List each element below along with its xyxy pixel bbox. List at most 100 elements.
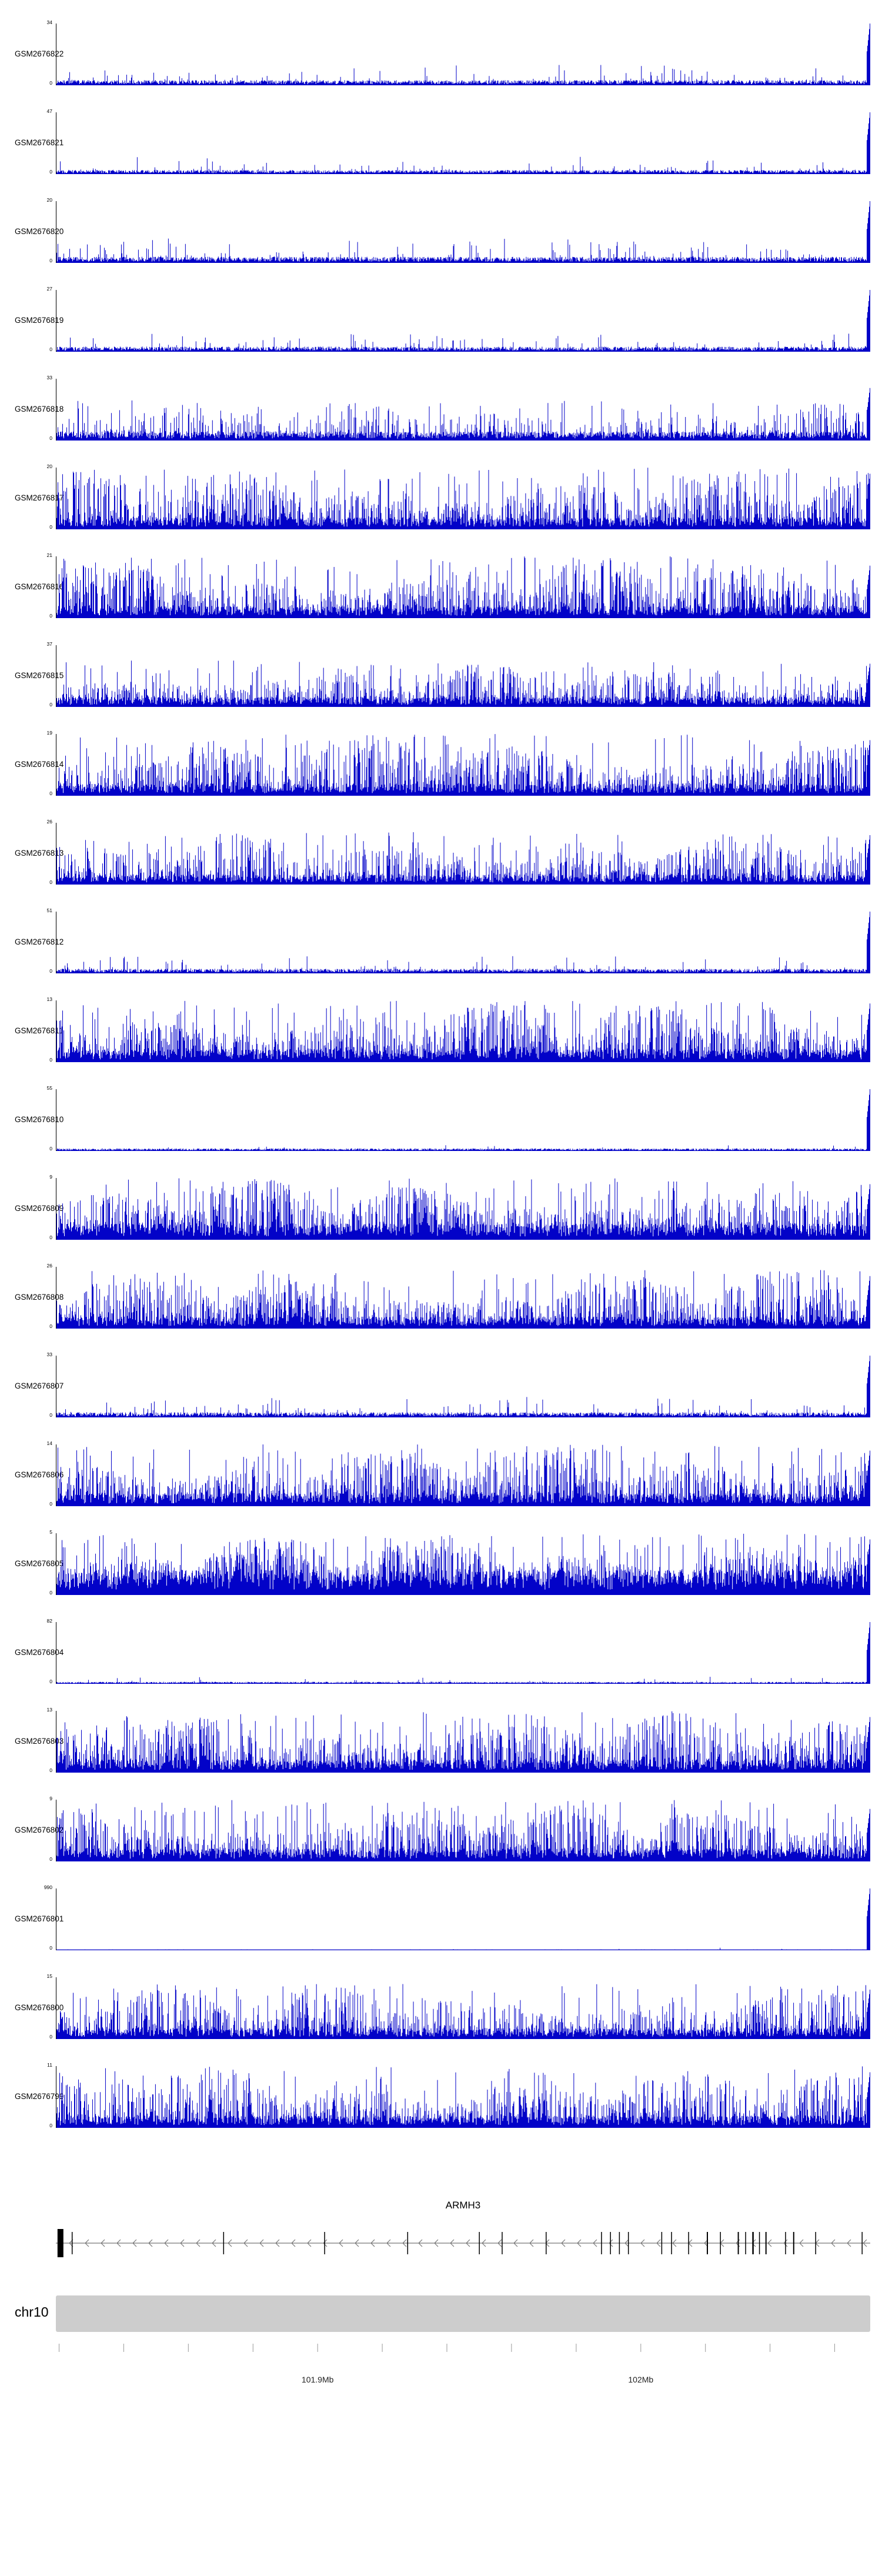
track-ymax-label: 47 [46, 108, 52, 114]
track-row: GSM2676801 990 0 [0, 1883, 882, 1971]
signal-histogram [56, 201, 870, 263]
track-row: GSM2676808 26 0 [0, 1261, 882, 1350]
track-ymin-label: 0 [49, 346, 52, 352]
signal-histogram [56, 2066, 870, 2128]
track-row: GSM2676817 20 0 [0, 462, 882, 550]
track-label: GSM2676803 [15, 1736, 64, 1746]
signal-histogram [56, 1000, 870, 1062]
signal-histogram [56, 1888, 870, 1950]
signal-histogram [56, 1267, 870, 1329]
track-ymin-label: 0 [49, 1590, 52, 1596]
signal-histogram [56, 1977, 870, 2039]
signal-histogram [56, 734, 870, 796]
strand-chevron-icon [291, 2239, 296, 2247]
track-row: GSM2676816 21 0 [0, 550, 882, 639]
strand-chevron-icon [609, 2239, 613, 2247]
track-row: GSM2676815 37 0 [0, 639, 882, 728]
track-ymax-label: 990 [44, 1884, 52, 1890]
strand-chevron-icon [243, 2239, 248, 2247]
track-row: GSM2676806 14 0 [0, 1439, 882, 1527]
strand-chevron-icon [228, 2239, 232, 2247]
strand-chevron-icon [132, 2239, 137, 2247]
strand-chevron-icon [767, 2239, 772, 2247]
strand-chevron-icon [529, 2239, 534, 2247]
track-row: GSM2676819 27 0 [0, 284, 882, 373]
track-ymin-label: 0 [49, 790, 52, 796]
track-ymax-label: 21 [46, 552, 52, 558]
signal-histogram [56, 1178, 870, 1240]
track-ymax-label: 9 [49, 1174, 52, 1180]
ruler-ticks [59, 2344, 835, 2352]
strand-chevron-icon [275, 2239, 280, 2247]
track-row: GSM2676812 51 0 [0, 906, 882, 995]
track-ymax-label: 55 [46, 1085, 52, 1091]
strand-chevron-icon [640, 2239, 645, 2247]
track-row: GSM2676811 13 0 [0, 995, 882, 1083]
signal-histogram [56, 112, 870, 174]
track-label: GSM2676812 [15, 937, 64, 946]
strand-chevron-icon [847, 2239, 851, 2247]
track-label: GSM2676799 [15, 2091, 64, 2101]
track-ymax-label: 34 [46, 19, 52, 25]
signal-histogram [56, 1089, 870, 1151]
track-label: GSM2676807 [15, 1381, 64, 1390]
strand-chevron-icon [513, 2239, 518, 2247]
signal-histogram [56, 1356, 870, 1417]
strand-chevron-icon [656, 2239, 661, 2247]
strand-chevron-icon [672, 2239, 677, 2247]
track-ymin-label: 0 [49, 80, 52, 86]
strand-chevron-icon [783, 2239, 788, 2247]
strand-chevron-icon [497, 2239, 502, 2247]
track-ymin-label: 0 [49, 1856, 52, 1862]
track-ymax-label: 20 [46, 197, 52, 203]
track-ymax-label: 5 [49, 1529, 52, 1535]
strand-chevron-icon [355, 2239, 359, 2247]
strand-chevron-icon [545, 2239, 550, 2247]
strand-chevron-icon [323, 2239, 328, 2247]
track-row: GSM2676809 9 0 [0, 1172, 882, 1261]
track-label: GSM2676811 [15, 1026, 64, 1035]
strand-chevron-icon [577, 2239, 582, 2247]
signal-histogram [56, 468, 870, 529]
track-ymax-label: 51 [46, 907, 52, 913]
track-ymin-label: 0 [49, 169, 52, 175]
ruler-label: 101.9Mb [301, 2375, 334, 2384]
track-ymin-label: 0 [49, 1412, 52, 1418]
signal-histogram [56, 1622, 870, 1684]
track-label: GSM2676808 [15, 1292, 64, 1302]
track-ymin-label: 0 [49, 2123, 52, 2128]
strand-chevron-icon [418, 2239, 423, 2247]
track-label: GSM2676810 [15, 1115, 64, 1124]
track-row: GSM2676804 82 0 [0, 1616, 882, 1705]
track-ymax-label: 14 [46, 1440, 52, 1446]
strand-chevron-icon [148, 2239, 153, 2247]
track-row: GSM2676820 20 0 [0, 195, 882, 284]
track-row: GSM2676813 26 0 [0, 817, 882, 906]
strand-chevron-icon [593, 2239, 597, 2247]
track-row: GSM2676822 34 0 [0, 18, 882, 106]
strand-chevron-icon [196, 2239, 201, 2247]
chromosome-label: chr10 [15, 2304, 49, 2320]
signal-histogram [56, 24, 870, 85]
track-ymin-label: 0 [49, 702, 52, 708]
strand-chevron-icon [180, 2239, 185, 2247]
track-ymax-label: 13 [46, 996, 52, 1002]
track-row: GSM2676799 11 0 [0, 2060, 882, 2149]
track-label: GSM2676821 [15, 138, 64, 147]
track-ymax-label: 15 [46, 1973, 52, 1979]
strand-chevron-icon [212, 2239, 216, 2247]
track-ymin-label: 0 [49, 1146, 52, 1152]
strand-chevron-icon [466, 2239, 470, 2247]
track-row: GSM2676802 9 0 [0, 1794, 882, 1883]
track-label: GSM2676816 [15, 582, 64, 591]
gene-model [56, 2229, 870, 2257]
gene-start-exon-box [57, 2229, 64, 2257]
strand-chevron-icon [116, 2239, 121, 2247]
strand-chevron-icon [164, 2239, 169, 2247]
track-label: GSM2676801 [15, 1914, 64, 1923]
strand-chevron-icon [450, 2239, 455, 2247]
signal-histogram [56, 645, 870, 707]
track-ymax-label: 13 [46, 1707, 52, 1713]
track-label: GSM2676814 [15, 759, 64, 769]
signal-histogram [56, 1533, 870, 1595]
